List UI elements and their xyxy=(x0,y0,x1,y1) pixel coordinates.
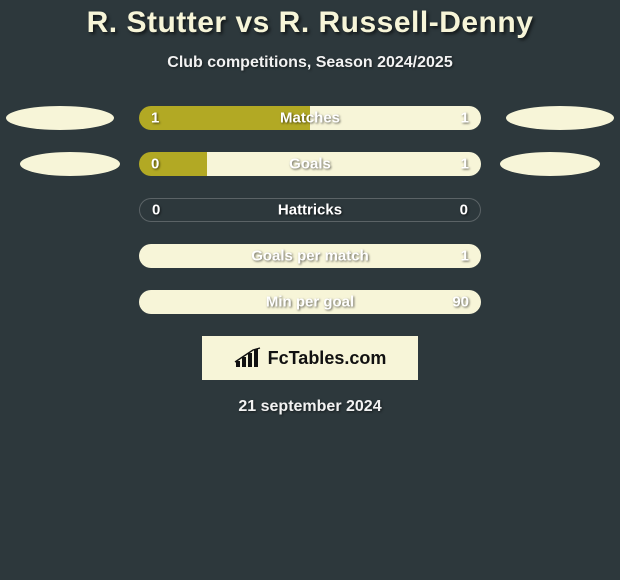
bar-chart-icon xyxy=(234,347,262,369)
stat-row: 1Matches1 xyxy=(0,106,620,130)
stat-bar: 0Goals1 xyxy=(139,152,481,176)
left-segment xyxy=(139,152,207,176)
logo-text: FcTables.com xyxy=(268,348,387,369)
stat-bar: Goals per match1 xyxy=(139,244,481,268)
stat-row: Goals per match1 xyxy=(0,244,620,268)
left-segment xyxy=(139,106,310,130)
page-title: R. Stutter vs R. Russell-Denny xyxy=(0,6,620,40)
stat-bar: Min per goal90 xyxy=(139,290,481,314)
stat-bar: 1Matches1 xyxy=(139,106,481,130)
subtitle: Club competitions, Season 2024/2025 xyxy=(0,54,620,72)
left-value: 0 xyxy=(152,202,160,219)
right-segment xyxy=(139,244,481,268)
date-text: 21 september 2024 xyxy=(0,398,620,416)
stat-row: 0Goals1 xyxy=(0,152,620,176)
stat-row: 0Hattricks0 xyxy=(0,198,620,222)
logo-box: FcTables.com xyxy=(202,336,418,380)
right-segment xyxy=(310,106,481,130)
stat-label: Hattricks xyxy=(140,202,480,219)
right-segment xyxy=(207,152,481,176)
bars-area: 1Matches1 0Goals1 0Hattricks0 Goals per mat… xyxy=(0,106,620,314)
right-segment xyxy=(139,290,481,314)
comparison-infographic: R. Stutter vs R. Russell-Denny Club comp… xyxy=(0,0,620,416)
stat-bar: 0Hattricks0 xyxy=(139,198,481,222)
stat-row: Min per goal90 xyxy=(0,290,620,314)
right-value: 0 xyxy=(460,202,468,219)
